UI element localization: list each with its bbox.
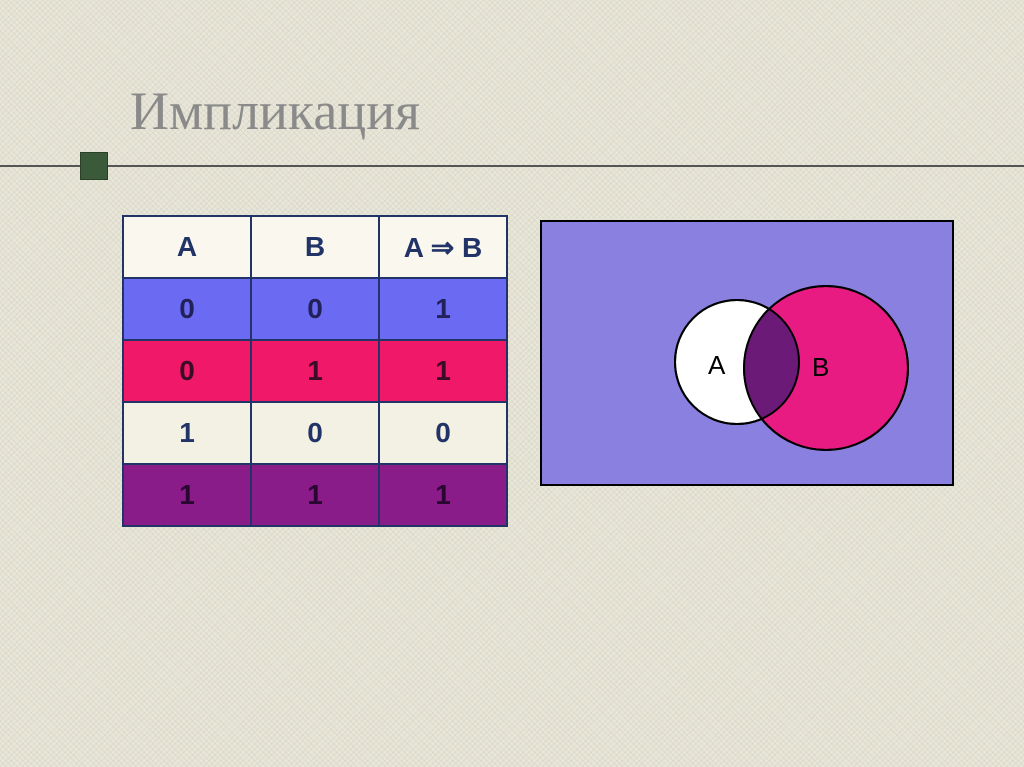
table-cell: 1 [251,464,379,526]
col-header: B [251,216,379,278]
page-title: Импликация [130,80,420,142]
table-cell: 0 [251,402,379,464]
col-header: A [123,216,251,278]
table-row: 011 [123,340,507,402]
table-row: 001 [123,278,507,340]
table-cell: 1 [251,340,379,402]
table-cell: 0 [251,278,379,340]
title-accent-square [80,152,108,180]
table-cell: 0 [123,278,251,340]
venn-label-b: B [812,352,829,383]
table-cell: 1 [123,464,251,526]
table-cell: 1 [123,402,251,464]
table-cell: 0 [123,340,251,402]
table-row: 111 [123,464,507,526]
table-cell: 0 [379,402,507,464]
table-cell: 1 [379,340,507,402]
venn-svg [542,222,952,484]
table-row: 100 [123,402,507,464]
truth-table: A B A ⇒ B 001011100111 [122,215,508,527]
venn-label-a: A [708,350,725,381]
horizontal-rule [0,165,1024,167]
table-cell: 1 [379,278,507,340]
venn-diagram: A B [540,220,954,486]
col-header: A ⇒ B [379,216,507,278]
table-header-row: A B A ⇒ B [123,216,507,278]
table-cell: 1 [379,464,507,526]
